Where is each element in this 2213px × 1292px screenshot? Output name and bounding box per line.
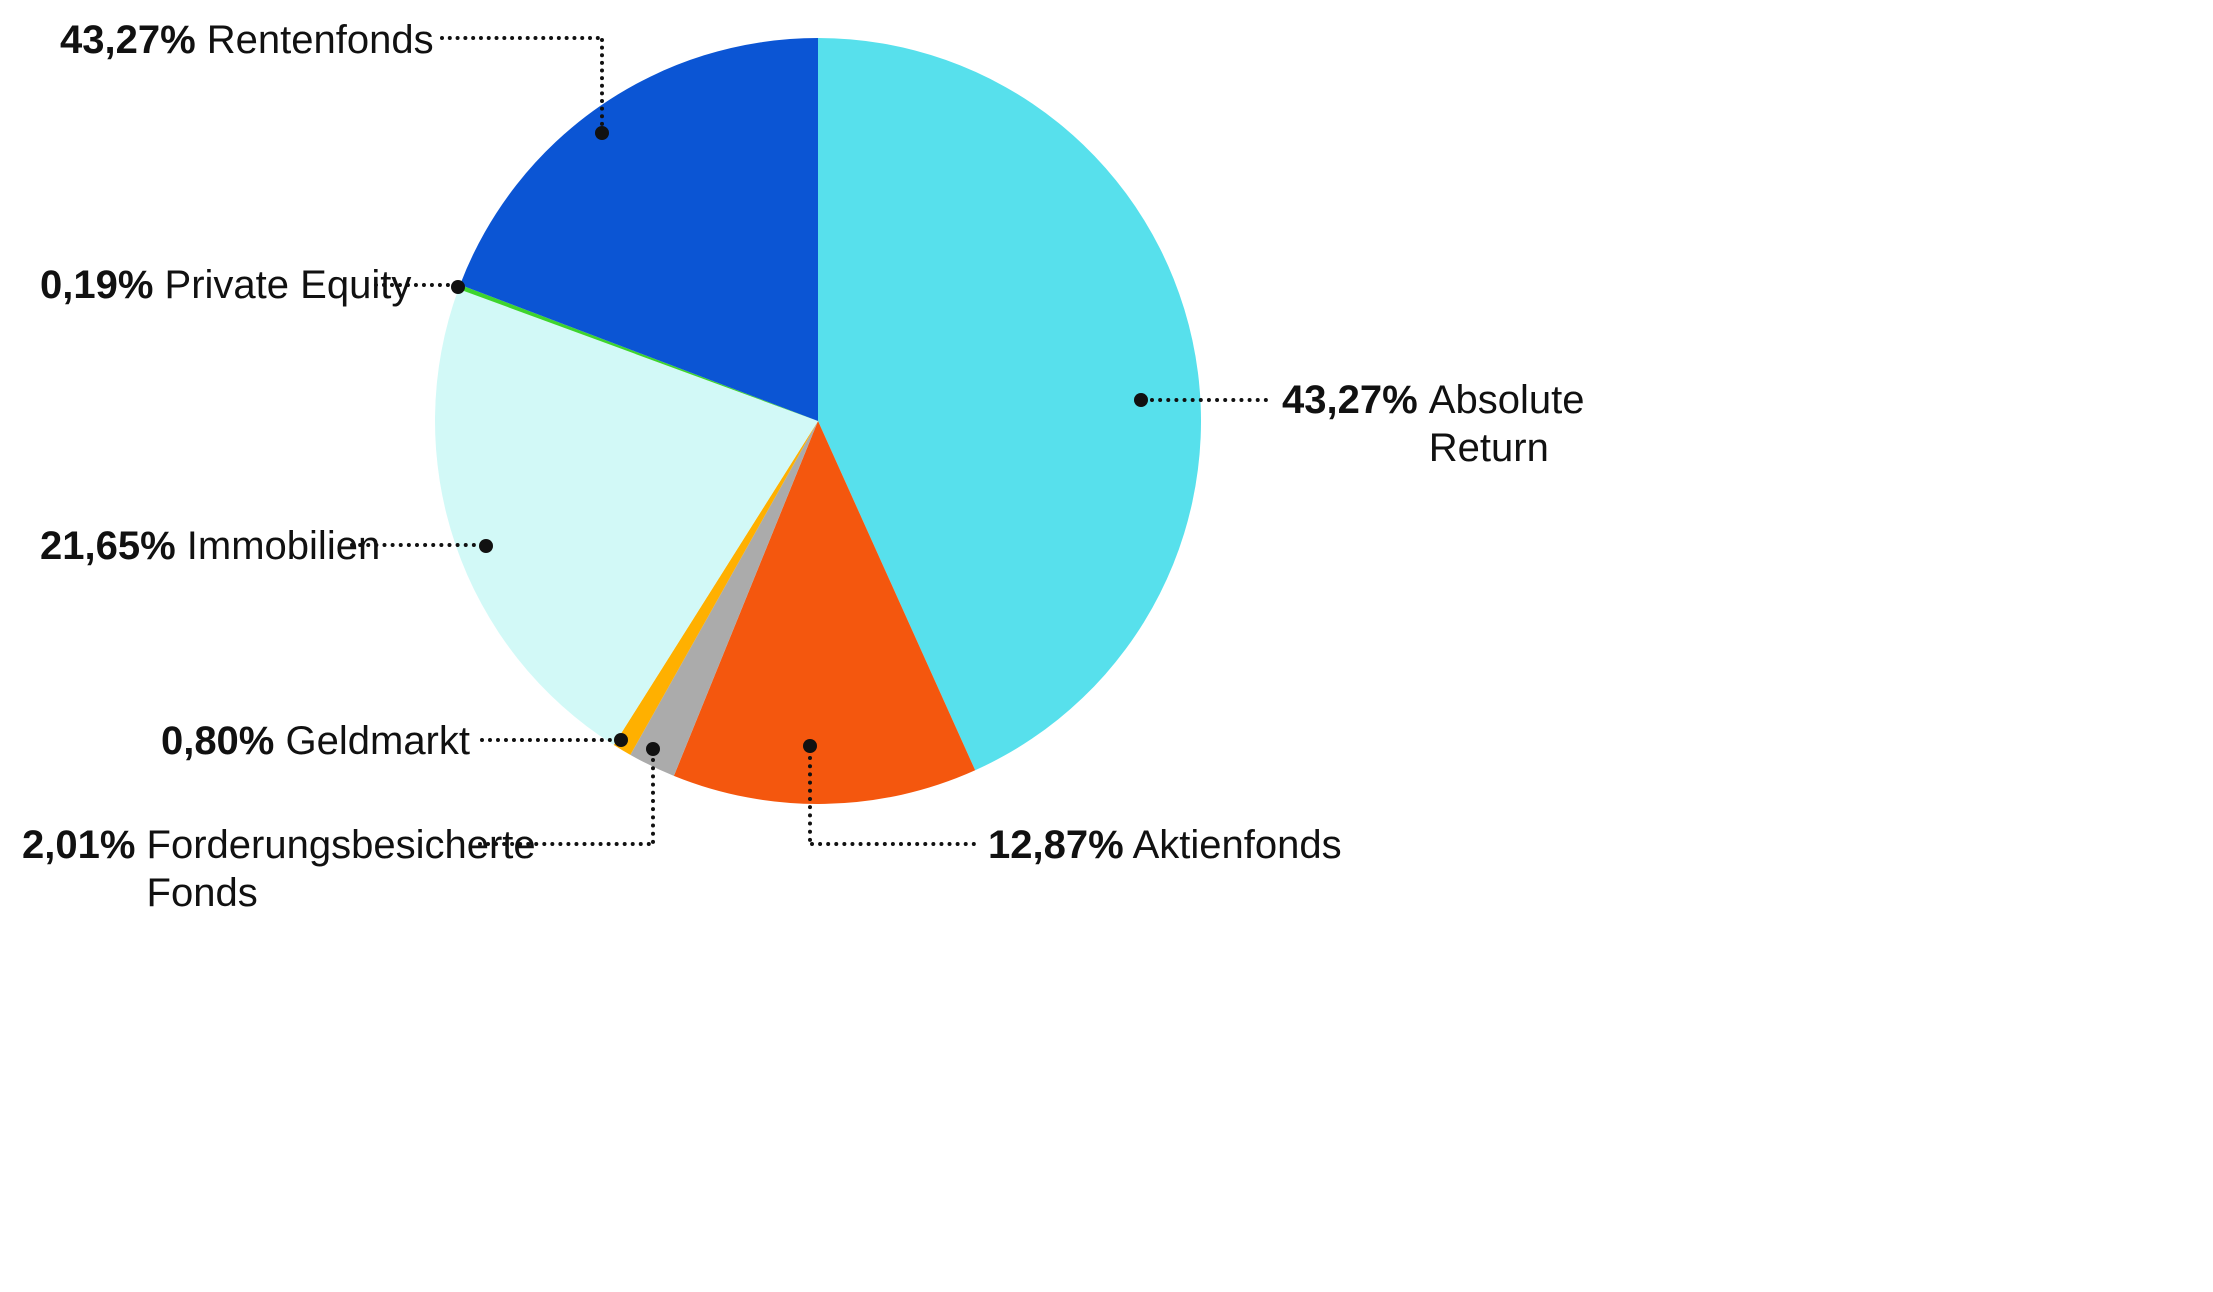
label-forderungsbesicherte-fonds: 2,01% Forderungsbesicherte Fonds [22,821,557,917]
leader-line-immobilien [350,543,476,547]
leader-dot-immobilien [479,539,493,553]
leader-line-forderungsbesicherte-h [478,842,651,846]
label-immobilien: 21,65% Immobilien [40,522,380,570]
label-immobilien-percent: 21,65% [40,524,176,568]
label-geldmarkt: 0,80% Geldmarkt [150,717,470,765]
label-geldmarkt-name: Geldmarkt [285,719,471,763]
leader-dot-forderungsbesicherte [646,742,660,756]
label-aktienfonds-percent: 12,87% [988,823,1124,867]
pie-slice-private-equity [458,284,818,421]
label-private-equity: 0,19% Private Equity [40,261,411,309]
label-aktienfonds: 12,87% Aktienfonds [988,821,1342,869]
pie-slice-immobilien [435,289,818,746]
pie-slice-geldmarkt [613,421,818,755]
leader-line-private-equity [374,283,450,287]
leader-line-forderungsbesicherte-v [651,758,655,844]
label-aktienfonds-name: Aktienfonds [1132,823,1342,867]
label-forderungsbesicherte-fonds-percent: 2,01% [22,823,136,867]
label-immobilien-name: Immobilien [186,524,381,568]
pie-slice-rentenfonds [460,38,818,421]
leader-line-rentenfonds-h [440,36,600,40]
leader-dot-geldmarkt [614,733,628,747]
label-forderungsbesicherte-fonds-name: Forderungsbesicherte Fonds [146,823,536,915]
leader-dot-absolute-return [1134,393,1148,407]
label-absolute-return-percent: 43,27% [1282,378,1418,422]
leader-dot-rentenfonds [595,126,609,140]
label-absolute-return-name: Absolute Return [1428,378,1585,470]
pie-chart [435,38,1201,804]
leader-line-aktienfonds-h [810,842,976,846]
label-private-equity-name: Private Equity [164,263,412,307]
pie-slice-forderungsbesicherte-fonds [630,421,818,776]
leader-line-geldmarkt [480,738,612,742]
label-rentenfonds-percent: 43,27% [60,18,196,62]
leader-line-aktienfonds-v [808,756,812,842]
leader-dot-private-equity [451,280,465,294]
label-rentenfonds: 43,27% Rentenfonds [60,16,434,64]
pie-slice-aktienfonds [673,421,976,804]
pie-slice-absolute-return [818,38,1201,771]
leader-dot-aktienfonds [803,739,817,753]
label-geldmarkt-percent: 0,80% [160,719,275,763]
leader-line-absolute-return [1150,398,1268,402]
label-absolute-return: 43,27% Absolute Return [1282,376,1609,472]
label-rentenfonds-name: Rentenfonds [206,18,434,62]
label-private-equity-percent: 0,19% [40,263,154,307]
leader-line-rentenfonds-v [600,38,604,126]
